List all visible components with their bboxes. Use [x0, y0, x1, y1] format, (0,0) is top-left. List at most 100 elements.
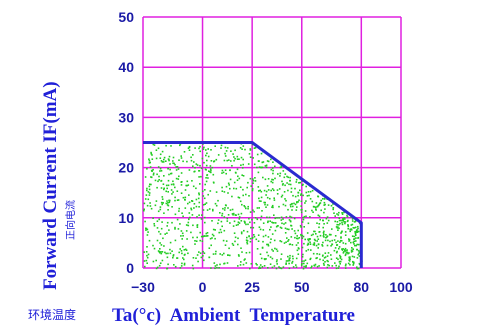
- fill-dot: [205, 232, 208, 235]
- fill-dot: [278, 217, 280, 219]
- fill-dot: [214, 253, 217, 255]
- fill-dot: [171, 206, 173, 208]
- fill-dot: [311, 209, 313, 212]
- x-tick-label: 80: [354, 279, 370, 295]
- fill-dot: [344, 234, 347, 236]
- fill-dot: [242, 163, 244, 166]
- fill-dot: [152, 172, 155, 175]
- fill-dot: [163, 158, 165, 161]
- fill-dot: [308, 238, 311, 240]
- fill-dot: [337, 258, 339, 261]
- fill-dot: [149, 205, 152, 207]
- fill-dot: [291, 260, 294, 263]
- fill-dot: [226, 217, 229, 220]
- fill-dot: [241, 174, 243, 176]
- fill-dot: [285, 241, 287, 243]
- fill-dot: [317, 238, 320, 240]
- fill-dot: [256, 207, 259, 209]
- fill-dot: [335, 251, 338, 254]
- fill-dot: [181, 232, 184, 235]
- fill-dot: [197, 197, 200, 200]
- fill-dot: [281, 222, 283, 225]
- fill-dot: [340, 236, 342, 238]
- fill-dot: [160, 179, 163, 182]
- fill-dot: [221, 190, 224, 192]
- fill-dot: [163, 156, 166, 159]
- fill-dot: [341, 213, 344, 215]
- fill-dot: [298, 237, 301, 239]
- fill-dot: [211, 166, 214, 169]
- fill-dot: [246, 241, 248, 244]
- fill-dot: [304, 210, 307, 212]
- fill-dot: [347, 225, 350, 228]
- fill-dot: [172, 254, 175, 256]
- fill-dot: [159, 233, 162, 235]
- fill-dot: [289, 183, 292, 186]
- fill-dot: [341, 212, 343, 214]
- fill-dot: [251, 218, 253, 221]
- fill-dot: [354, 232, 357, 234]
- fill-dot: [342, 218, 344, 220]
- fill-dot: [301, 246, 304, 249]
- fill-dot: [207, 148, 209, 150]
- fill-dot: [169, 199, 171, 202]
- fill-dot: [300, 233, 302, 236]
- fill-dot: [157, 180, 159, 183]
- fill-dot: [263, 265, 266, 267]
- fill-dot: [240, 156, 243, 159]
- fill-dot: [269, 263, 272, 265]
- fill-dot: [324, 256, 327, 258]
- fill-dot: [266, 216, 268, 219]
- fill-dot: [294, 232, 297, 235]
- fill-dot: [229, 178, 232, 181]
- fill-dot: [237, 221, 240, 223]
- fill-dot: [285, 263, 287, 265]
- fill-dot: [289, 243, 292, 245]
- fill-dot: [143, 251, 145, 253]
- fill-dot: [216, 264, 218, 266]
- fill-dot: [311, 200, 314, 203]
- fill-dot: [233, 187, 235, 190]
- fill-dot: [271, 257, 274, 260]
- fill-dot: [241, 167, 244, 169]
- fill-dot: [198, 170, 201, 172]
- fill-dot: [294, 187, 296, 190]
- fill-dot: [219, 228, 222, 231]
- fill-dot: [188, 218, 190, 221]
- fill-dot: [266, 185, 269, 187]
- fill-dot: [309, 190, 312, 193]
- fill-dot: [339, 257, 342, 259]
- fill-dot: [228, 159, 230, 161]
- fill-dot: [264, 258, 266, 261]
- fill-dot: [172, 156, 175, 159]
- fill-dot: [342, 252, 345, 254]
- fill-dot: [212, 253, 215, 255]
- fill-dot: [356, 266, 358, 268]
- fill-dot: [237, 196, 240, 199]
- fill-dot: [291, 255, 294, 258]
- fill-dot: [186, 160, 188, 163]
- fill-dot: [232, 153, 234, 155]
- x-axis-title: Ta(°c) Ambient Temperature: [112, 305, 355, 326]
- fill-dot: [252, 179, 255, 182]
- fill-dot: [205, 169, 207, 171]
- fill-dot: [338, 211, 340, 214]
- fill-dot: [357, 230, 360, 233]
- fill-dot: [300, 211, 303, 214]
- fill-dot: [249, 156, 252, 158]
- fill-dot: [247, 181, 249, 184]
- fill-dot: [339, 263, 341, 265]
- fill-dot: [180, 155, 182, 157]
- fill-dot: [205, 164, 208, 167]
- y-tick-label: 50: [118, 9, 134, 25]
- fill-dot: [287, 208, 289, 211]
- fill-dot: [246, 186, 248, 189]
- fill-dot: [286, 228, 288, 230]
- fill-dot: [346, 220, 349, 223]
- fill-dot: [316, 240, 318, 242]
- fill-dot: [221, 186, 223, 189]
- fill-dot: [211, 233, 214, 236]
- fill-dot: [247, 205, 249, 208]
- fill-dot: [305, 185, 307, 188]
- fill-dot: [167, 204, 170, 207]
